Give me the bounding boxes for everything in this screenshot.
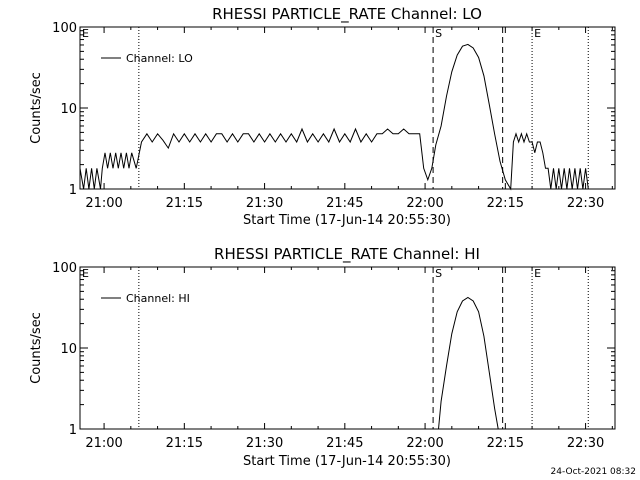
panel-lo: RHESSI PARTICLE_RATE Channel: LO E S E Cha… bbox=[29, 5, 616, 228]
x-tick-label: 21:30 bbox=[246, 436, 283, 451]
y-tick-label: 10 bbox=[60, 102, 77, 117]
marker-label: E bbox=[82, 267, 89, 280]
x-tick-label: 21:45 bbox=[326, 436, 363, 451]
y-tick-label: 1 bbox=[69, 183, 77, 198]
panel-lo-xlabel: Start Time (17-Jun-14 20:55:30) bbox=[243, 213, 451, 228]
panel-hi-xlabel: Start Time (17-Jun-14 20:55:30) bbox=[243, 454, 451, 469]
panel-hi-ticks: 21:00 21:15 21:30 21:45 22:00 22:15 22:30 1 10 10… bbox=[52, 261, 615, 451]
x-tick-label: 21:30 bbox=[246, 196, 283, 211]
x-tick-label: 22:00 bbox=[406, 196, 443, 211]
panel-lo-legend: Channel: LO bbox=[101, 52, 193, 65]
x-tick-label: 21:45 bbox=[326, 196, 363, 211]
x-tick-label: 22:15 bbox=[487, 196, 524, 211]
panel-hi-legend: Channel: HI bbox=[101, 292, 190, 305]
x-tick-label: 21:15 bbox=[166, 196, 203, 211]
marker-label: E bbox=[534, 267, 541, 280]
x-tick-label: 22:15 bbox=[487, 436, 524, 451]
y-tick-label: 100 bbox=[52, 261, 77, 276]
marker-label: S bbox=[435, 27, 442, 40]
y-tick-label: 100 bbox=[52, 21, 77, 36]
panel-lo-series-line bbox=[79, 43, 589, 191]
marker-label: E bbox=[534, 27, 541, 40]
panel-hi-title: RHESSI PARTICLE_RATE Channel: HI bbox=[214, 245, 480, 264]
panel-hi-series-line bbox=[438, 296, 499, 430]
y-tick-label: 10 bbox=[60, 342, 77, 357]
x-tick-label: 21:00 bbox=[85, 436, 122, 451]
marker-label: S bbox=[435, 267, 442, 280]
footer-timestamp: 24-Oct-2021 08:32 bbox=[551, 467, 636, 477]
y-tick-label: 1 bbox=[69, 423, 77, 438]
x-tick-label: 21:15 bbox=[166, 436, 203, 451]
panel-hi-legend-label: Channel: HI bbox=[126, 292, 190, 305]
panel-hi-ylabel: Counts/sec bbox=[29, 312, 44, 384]
marker-label: E bbox=[82, 27, 89, 40]
x-tick-label: 21:00 bbox=[85, 196, 122, 211]
panel-lo-title: RHESSI PARTICLE_RATE Channel: LO bbox=[212, 5, 482, 24]
panel-lo-legend-label: Channel: LO bbox=[126, 52, 193, 65]
panel-lo-ticks: 21:00 21:15 21:30 21:45 22:00 22:15 22:30 1 10 10… bbox=[52, 21, 615, 211]
x-tick-label: 22:30 bbox=[567, 196, 604, 211]
x-tick-label: 22:30 bbox=[567, 436, 604, 451]
panel-hi: RHESSI PARTICLE_RATE Channel: HI E S E Cha… bbox=[29, 245, 616, 469]
x-tick-label: 22:00 bbox=[406, 436, 443, 451]
panel-lo-ylabel: Counts/sec bbox=[29, 72, 44, 144]
